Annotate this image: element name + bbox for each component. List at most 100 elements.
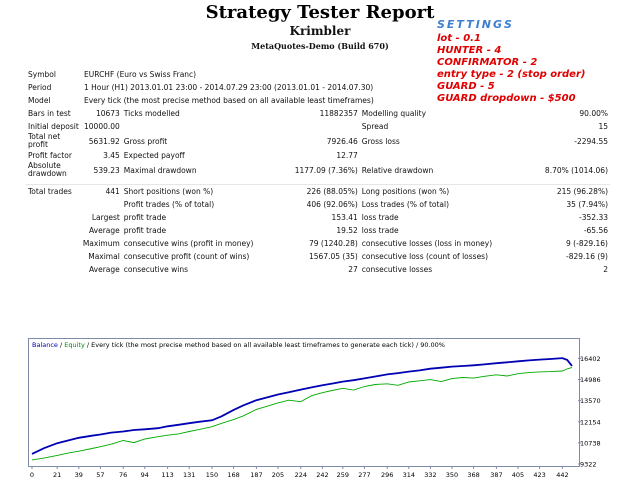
period-value: 1 Hour (H1) 2013.01.01 23:00 - 2014.07.2…	[84, 83, 374, 92]
report-title: Strategy Tester Report	[205, 2, 435, 23]
max-drawdown-value: 1177.09 (7.36%)	[294, 165, 358, 175]
expert-name: Krimbler	[289, 24, 351, 38]
max-drawdown-label: Maximal drawdown	[123, 165, 197, 175]
x-tick-label: 259	[337, 471, 349, 479]
settings-panel: SETTINGS lot - 0.1 HUNTER - 4 CONFIRMATO…	[437, 18, 585, 105]
largest-profit-label: profit trade	[123, 213, 167, 222]
row-average-consecutive: Average consecutive wins 27 consecutive …	[26, 263, 610, 276]
largest-label: Largest	[91, 213, 120, 222]
average-profit-value: 19.52	[336, 226, 358, 235]
model-value: Every tick (the most precise method base…	[84, 96, 374, 105]
profit-factor-label: Profit factor	[28, 150, 72, 160]
max-wins-value: 79 (1240.28)	[309, 239, 358, 248]
y-tick-label: 12154	[580, 418, 601, 426]
legend-balance: Balance	[32, 341, 58, 349]
ticks-value: 11882357	[319, 109, 358, 118]
row-period: Period 1 Hour (H1) 2013.01.01 23:00 - 20…	[26, 81, 610, 94]
model-label: Model	[28, 95, 51, 105]
payoff-value: 12.77	[336, 151, 358, 160]
x-tick-label: 0	[30, 471, 34, 479]
largest-profit-value: 153.41	[331, 213, 358, 222]
netprofit-value: 5631.92	[88, 136, 120, 146]
trades-value: 441	[105, 187, 120, 196]
x-tick-label: 277	[358, 471, 370, 479]
x-tick-label: 387	[490, 471, 502, 479]
x-tick-label: 113	[161, 471, 173, 479]
profit-trades-label: Profit trades (% of total)	[123, 200, 215, 209]
x-tick-label: 350	[446, 471, 458, 479]
x-tick-label: 57	[96, 471, 104, 479]
rel-drawdown-label: Relative drawdown	[361, 165, 434, 175]
max-losses-label: consecutive losses (loss in money)	[361, 239, 493, 248]
spread-value: 15	[598, 122, 608, 131]
row-profitfactor: Profit factor 3.45 Expected payoff 12.77	[26, 149, 610, 162]
y-tick-label: 16402	[580, 355, 601, 363]
balance-chart: Balance / Equity / Every tick (the most …	[28, 338, 580, 467]
maximal-loss-label: consecutive loss (count of losses)	[361, 252, 489, 261]
row-maximum: Maximum consecutive wins (profit in mone…	[26, 237, 610, 250]
spread-label: Spread	[361, 122, 389, 131]
abs-drawdown-value: 539.23	[93, 165, 120, 175]
x-tick-label: 224	[295, 471, 307, 479]
y-tick-label: 10738	[580, 439, 601, 447]
row-drawdown: Absolute drawdown 539.23 Maximal drawdow…	[26, 162, 610, 178]
trades-label: Total trades	[28, 186, 72, 196]
avg-losses-value: 2	[603, 265, 608, 274]
profit-trades-value: 406 (92.06%)	[306, 200, 358, 209]
settings-line: GUARD dropdown - $500	[437, 93, 576, 104]
bars-value: 10673	[95, 109, 120, 118]
largest-loss-label: loss trade	[361, 213, 399, 222]
row-trades: Total trades 441 Short positions (won %)…	[26, 185, 610, 199]
average-label: Average	[88, 226, 120, 235]
chart-legend: Balance / Equity / Every tick (the most …	[32, 341, 445, 349]
profit-factor-value: 3.45	[103, 151, 120, 160]
x-tick-label: 39	[75, 471, 83, 479]
short-value: 226 (88.05%)	[306, 187, 358, 196]
avg-wins-label: consecutive wins	[123, 265, 189, 274]
avg-wins-value: 27	[348, 265, 358, 274]
average-loss-label: loss trade	[361, 226, 399, 235]
row-profit-trades: Profit trades (% of total) 406 (92.06%) …	[26, 198, 610, 211]
row-netprofit: Total net profit 5631.92 Gross profit 79…	[26, 133, 610, 149]
x-tick-label: 332	[424, 471, 436, 479]
y-tick-label: 14986	[580, 376, 601, 384]
x-tick-label: 94	[141, 471, 149, 479]
symbol-label: Symbol	[28, 69, 56, 79]
x-tick-label: 150	[206, 471, 218, 479]
server-build: MetaQuotes-Demo (Build 670)	[251, 41, 389, 51]
grossprofit-label: Gross profit	[123, 136, 168, 146]
row-model: Model Every tick (the most precise metho…	[26, 94, 610, 107]
y-tick-label: 9322	[580, 461, 597, 469]
long-label: Long positions (won %)	[361, 187, 450, 196]
avg-losses-label: consecutive losses	[361, 265, 433, 274]
rel-drawdown-value: 8.70% (1014.06)	[544, 165, 608, 175]
settings-line: entry type - 2 (stop order)	[437, 69, 586, 80]
maximal-profit-label: consecutive profit (count of wins)	[123, 252, 250, 261]
abs-drawdown-label: Absolute drawdown	[28, 161, 67, 178]
maximal-loss-value: -829.16 (9)	[566, 252, 608, 261]
x-tick-label: 423	[533, 471, 545, 479]
largest-loss-value: -352.33	[579, 213, 608, 222]
period-label: Period	[28, 82, 52, 92]
legend-description: / Every tick (the most precise method ba…	[84, 341, 445, 349]
x-tick-label: 21	[53, 471, 61, 479]
x-tick-label: 187	[250, 471, 262, 479]
x-tick-label: 296	[381, 471, 393, 479]
average-consecutive-label: Average	[88, 265, 120, 274]
x-tick-label: 314	[403, 471, 415, 479]
separator	[26, 178, 610, 185]
settings-line: GUARD - 5	[437, 81, 495, 92]
x-tick-label: 205	[272, 471, 284, 479]
row-symbol: Symbol EURCHF (Euro vs Swiss Franc)	[26, 68, 610, 81]
payoff-label: Expected payoff	[123, 151, 185, 160]
x-tick-label: 131	[183, 471, 195, 479]
quality-label: Modelling quality	[361, 109, 427, 118]
maximal-label: Maximal	[88, 252, 120, 261]
x-tick-label: 442	[556, 471, 568, 479]
legend-separator: /	[57, 341, 65, 349]
average-loss-value: -65.56	[583, 226, 608, 235]
x-tick-label: 242	[316, 471, 328, 479]
row-bars: Bars in test 10673 Ticks modelled 118823…	[26, 107, 610, 120]
bars-label: Bars in test	[28, 108, 71, 118]
legend-equity: Equity	[64, 341, 85, 349]
